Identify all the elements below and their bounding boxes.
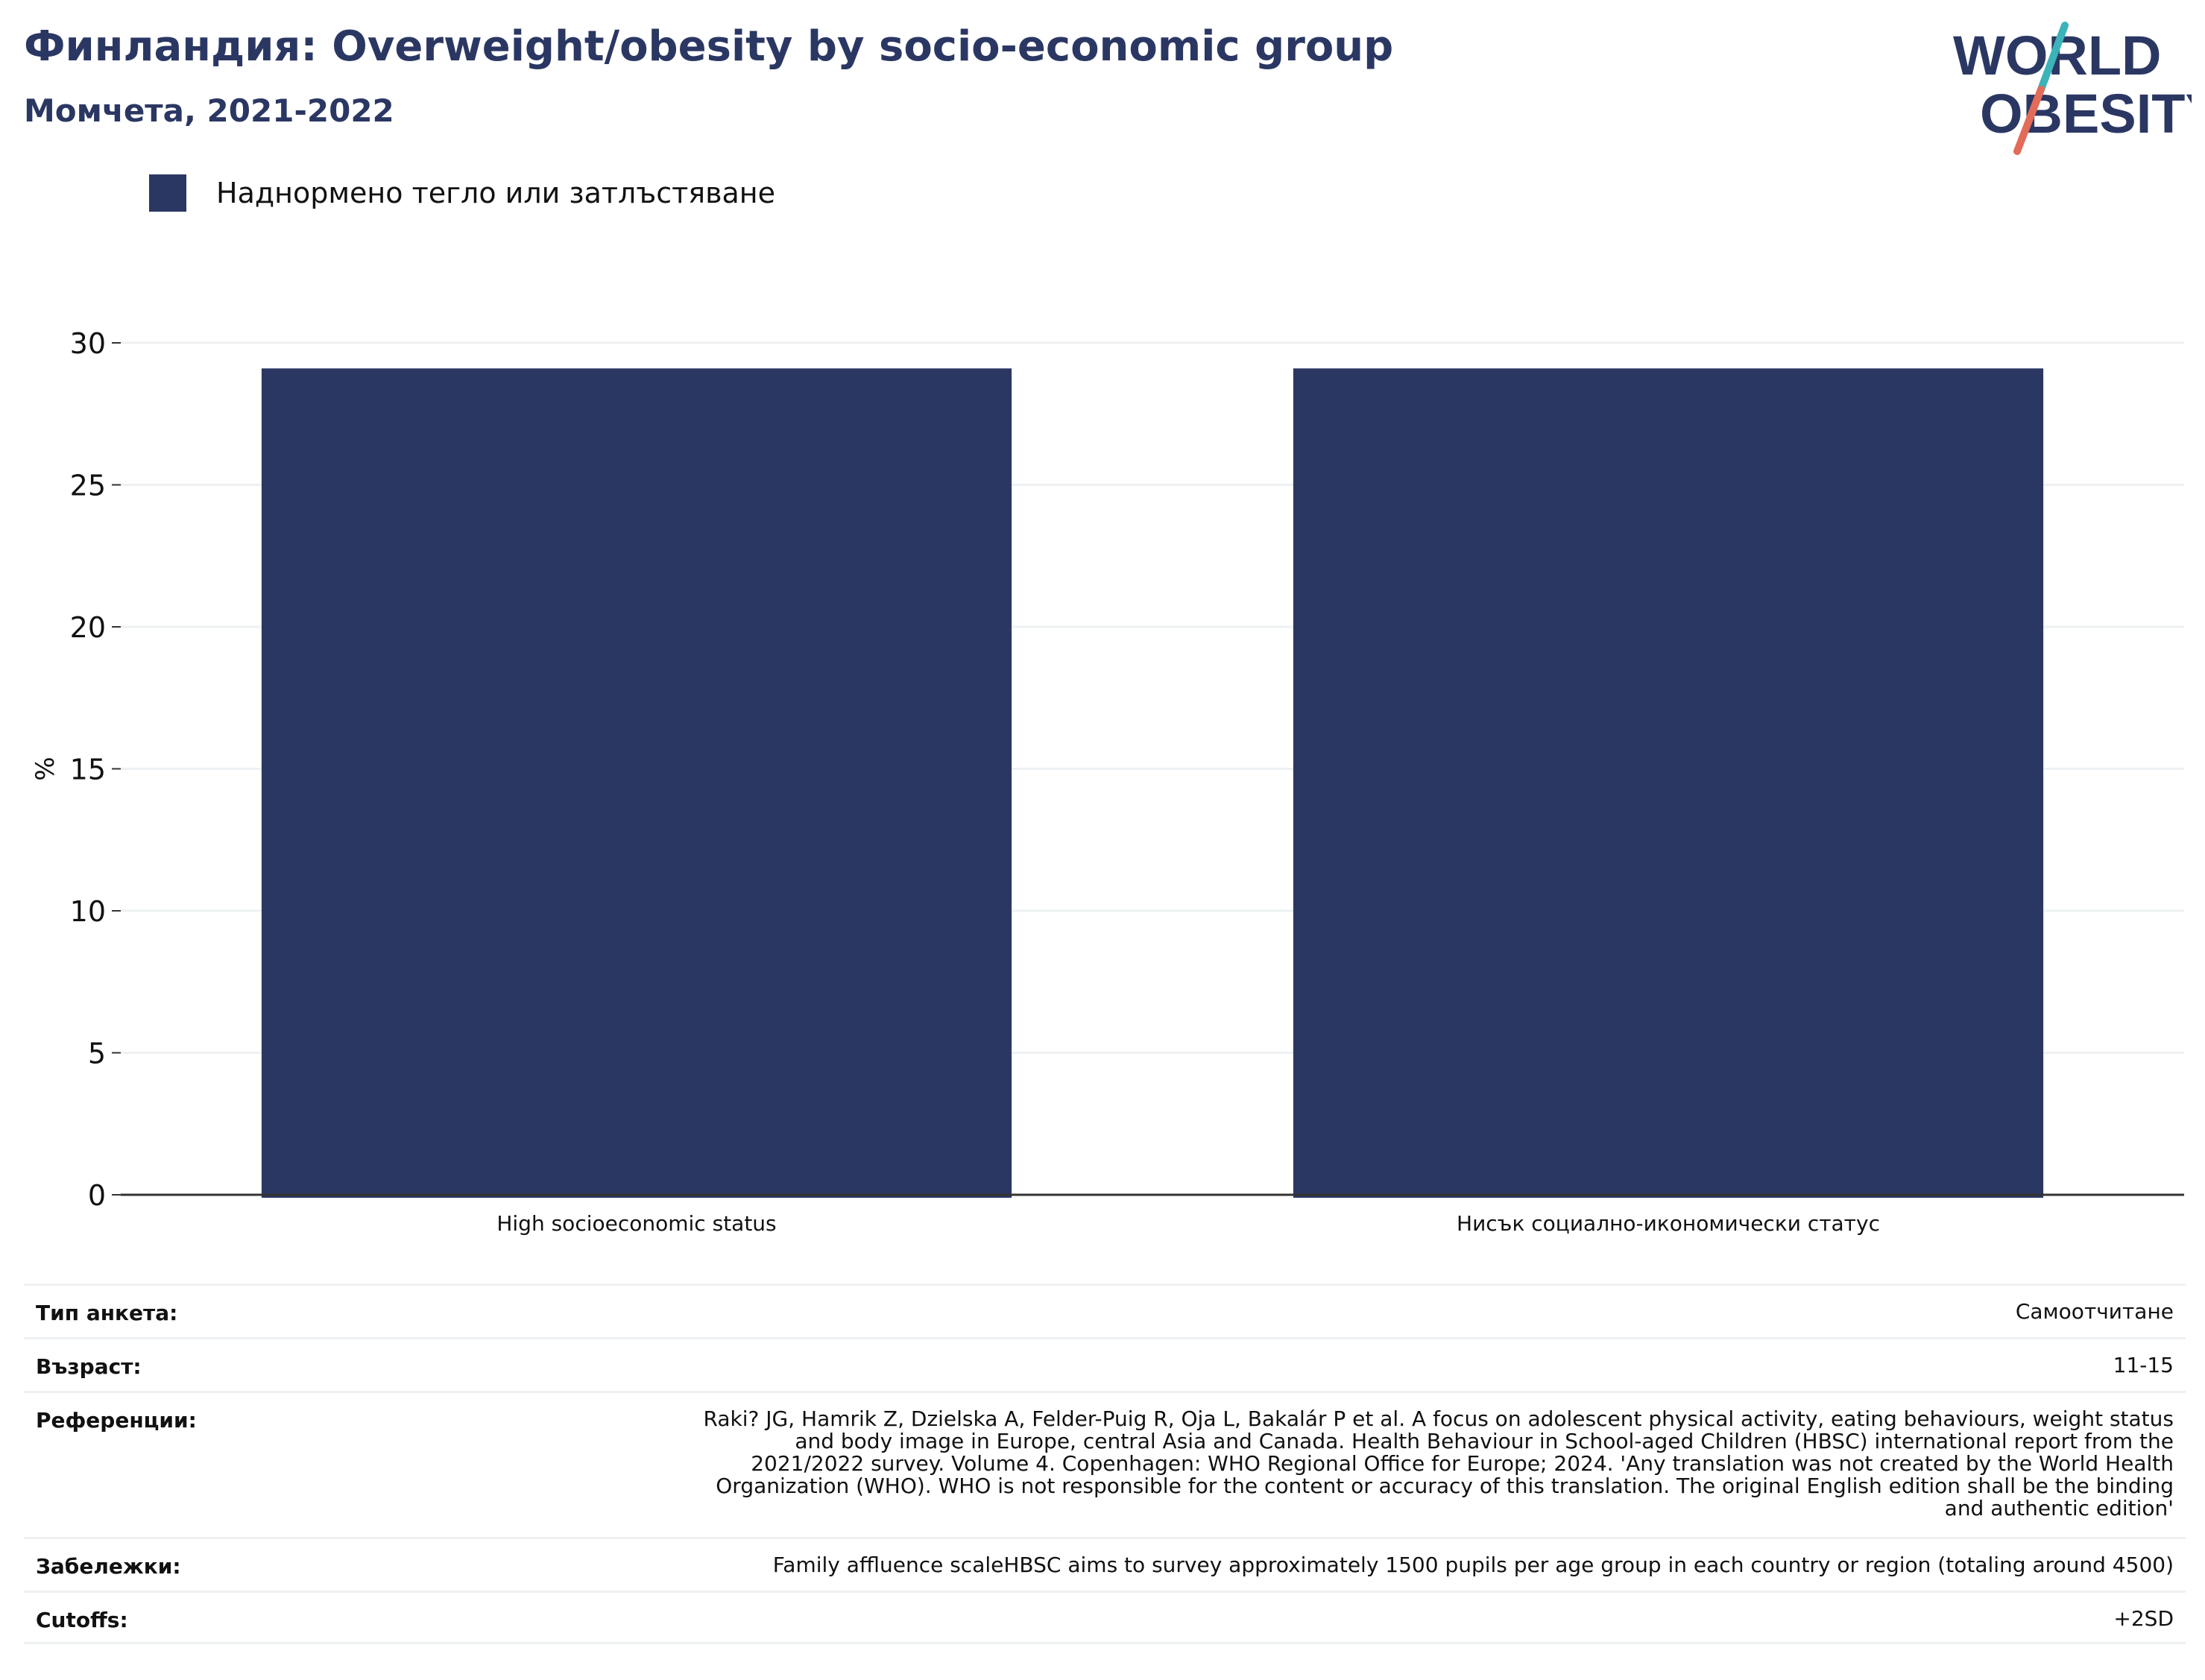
y-tick-label: 5: [88, 1038, 106, 1070]
meta-row-cutoffs: Cutoffs: +2SD: [24, 1591, 2186, 1644]
logo-slash-teal: [2037, 22, 2069, 93]
meta-row-references: Референции: Raki? JG, Hamrik Z, Dzielska…: [24, 1391, 2186, 1537]
x-tick-label: Нисък социално-икономически статус: [1457, 1211, 1880, 1236]
logo-slash-coral: [2013, 86, 2045, 155]
y-axis-ticks: 0 5 10 15 20 25 30: [70, 327, 121, 1212]
x-axis-ticks: High socioeconomic status Нисък социално-…: [496, 1211, 1880, 1236]
meta-label-notes: Забележки:: [36, 1554, 181, 1579]
meta-value-cutoffs: +2SD: [2113, 1606, 2174, 1631]
meta-label-survey-type: Тип анкета:: [36, 1301, 178, 1325]
metadata-table: Тип анкета: Самоотчитане Възраст: 11-15 …: [24, 1283, 2186, 1644]
y-tick-label: 20: [70, 611, 106, 644]
y-tick-label: 30: [70, 327, 106, 360]
meta-value-age: 11-15: [2113, 1353, 2174, 1377]
reference-line: 2021/2022 survey. Volume 4. Copenhagen: …: [751, 1451, 2174, 1476]
y-axis-label: %: [31, 757, 60, 780]
meta-row-survey-type: Тип анкета: Самоотчитане: [24, 1283, 2186, 1337]
chart-title: Финландия: Overweight/obesity by socio-e…: [24, 22, 1394, 71]
bars: [261, 368, 2044, 1198]
y-tick-label: 15: [70, 754, 106, 786]
reference-line: and body image in Europe, central Asia a…: [795, 1429, 2174, 1453]
world-obesity-logo: WORLD OBESITY: [1953, 22, 2192, 155]
meta-value-notes: Family affluence scaleHBSC aims to surve…: [772, 1553, 2174, 1577]
legend-swatch: [149, 174, 186, 212]
bar: [1293, 368, 2044, 1198]
bar-chart: 0 5 10 15 20 25 30 High socioeconomic status Ни…: [31, 327, 2184, 1236]
meta-value-references: Raki? JG, Hamrik Z, Dzielska A, Felder-P…: [571, 1408, 2174, 1520]
meta-row-notes: Забележки: Family affluence scaleHBSC ai…: [24, 1537, 2186, 1591]
meta-label-cutoffs: Cutoffs:: [36, 1608, 128, 1632]
x-tick-label: High socioeconomic status: [496, 1211, 776, 1236]
reference-line: and authentic edition': [1944, 1496, 2174, 1520]
reference-line: Organization (WHO). WHO is not responsib…: [716, 1474, 2174, 1498]
meta-label-references: Референции:: [36, 1408, 197, 1433]
meta-value-survey-type: Самоотчитане: [2015, 1299, 2174, 1324]
y-tick-label: 0: [88, 1179, 106, 1212]
y-tick-label: 10: [70, 895, 106, 928]
chart-subtitle: Момчета, 2021-2022: [24, 92, 394, 129]
legend-label: Наднормено тегло или затлъстяване: [216, 177, 775, 209]
y-tick-label: 25: [70, 470, 106, 502]
reference-line: Raki? JG, Hamrik Z, Dzielska A, Felder-P…: [703, 1406, 2174, 1431]
bar: [261, 368, 1012, 1198]
logo-text-obesity: OBESITY: [1980, 83, 2192, 145]
meta-row-age: Възраст: 11-15: [24, 1337, 2186, 1391]
meta-label-age: Възраст:: [36, 1354, 142, 1379]
chart-legend[interactable]: Наднормено тегло или затлъстяване: [149, 173, 775, 213]
